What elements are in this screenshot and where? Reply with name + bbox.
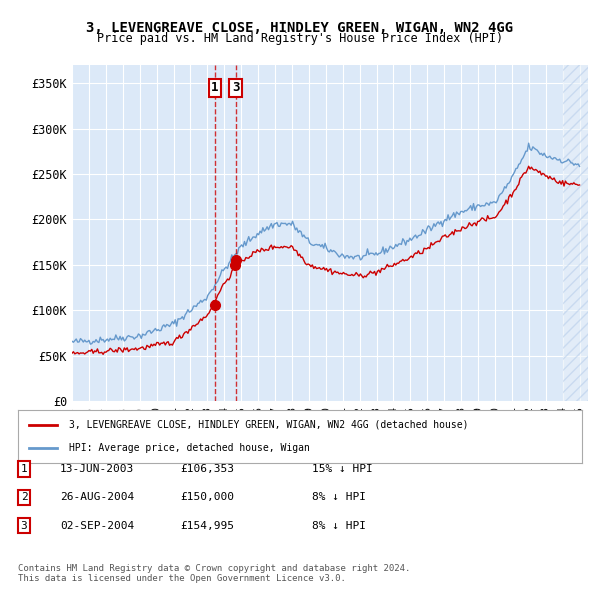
Text: 15% ↓ HPI: 15% ↓ HPI bbox=[312, 464, 373, 474]
Text: £106,353: £106,353 bbox=[180, 464, 234, 474]
Text: 26-AUG-2004: 26-AUG-2004 bbox=[60, 493, 134, 502]
Text: 8% ↓ HPI: 8% ↓ HPI bbox=[312, 521, 366, 530]
Text: 3, LEVENGREAVE CLOSE, HINDLEY GREEN, WIGAN, WN2 4GG: 3, LEVENGREAVE CLOSE, HINDLEY GREEN, WIG… bbox=[86, 21, 514, 35]
Text: Contains HM Land Registry data © Crown copyright and database right 2024.
This d: Contains HM Land Registry data © Crown c… bbox=[18, 563, 410, 583]
Text: 02-SEP-2004: 02-SEP-2004 bbox=[60, 521, 134, 530]
Text: 8% ↓ HPI: 8% ↓ HPI bbox=[312, 493, 366, 502]
Text: £150,000: £150,000 bbox=[180, 493, 234, 502]
Text: 3, LEVENGREAVE CLOSE, HINDLEY GREEN, WIGAN, WN2 4GG (detached house): 3, LEVENGREAVE CLOSE, HINDLEY GREEN, WIG… bbox=[69, 420, 468, 430]
Text: 13-JUN-2003: 13-JUN-2003 bbox=[60, 464, 134, 474]
Text: 3: 3 bbox=[232, 81, 239, 94]
Text: £154,995: £154,995 bbox=[180, 521, 234, 530]
Polygon shape bbox=[563, 65, 588, 401]
Text: 1: 1 bbox=[211, 81, 219, 94]
Text: HPI: Average price, detached house, Wigan: HPI: Average price, detached house, Wiga… bbox=[69, 443, 310, 453]
Text: Price paid vs. HM Land Registry's House Price Index (HPI): Price paid vs. HM Land Registry's House … bbox=[97, 32, 503, 45]
Text: 1: 1 bbox=[20, 464, 28, 474]
Text: 2: 2 bbox=[20, 493, 28, 502]
Text: 3: 3 bbox=[20, 521, 28, 530]
